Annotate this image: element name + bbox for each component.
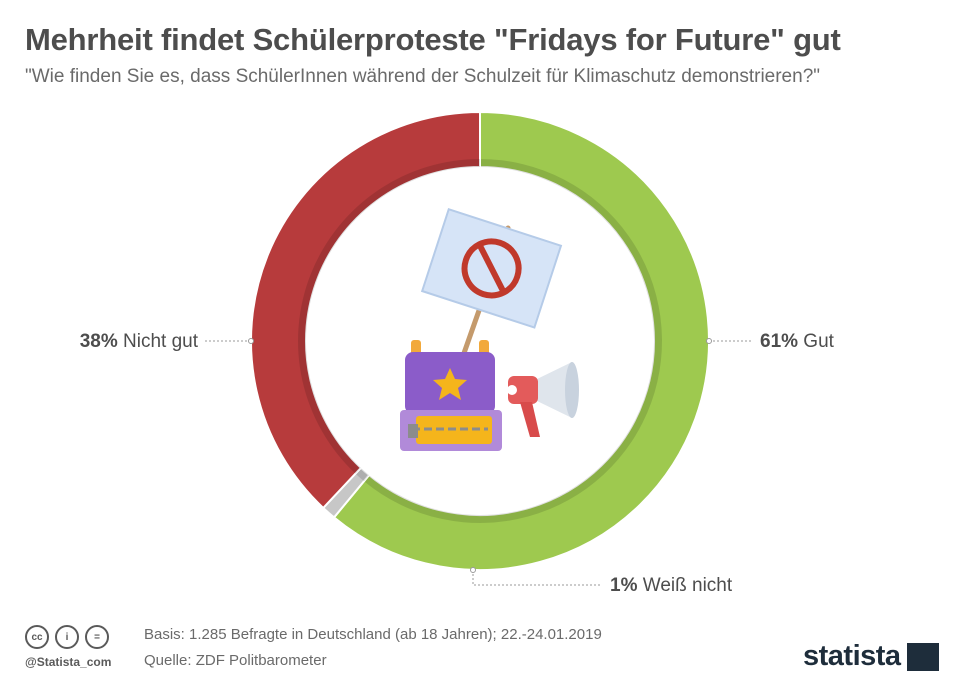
statista-handle[interactable]: @Statista_com <box>25 655 112 669</box>
leader-line-weiß-nicht <box>472 570 602 586</box>
slice-gut <box>332 110 710 571</box>
chart-subtitle: "Wie finden Sie es, dass SchülerInnen wä… <box>25 66 821 87</box>
attribution-icon: i <box>55 625 79 649</box>
leader-dot-gut <box>706 338 712 344</box>
footer-basis: Basis: 1.285 Befragte in Deutschland (ab… <box>144 626 602 643</box>
cc-icon: cc <box>25 625 49 649</box>
slice-nicht-gut <box>250 110 481 510</box>
leader-dot-weiß-nicht <box>470 567 476 573</box>
footer-source: Quelle: ZDF Politbarometer <box>144 652 327 669</box>
chart-title: Mehrheit findet Schülerproteste "Fridays… <box>25 22 841 57</box>
license-icons: cc i = <box>25 625 109 649</box>
statista-logo[interactable]: statista <box>803 640 939 673</box>
data-label-weiß-nicht: 1% Weiß nicht <box>610 575 733 596</box>
data-label-gut: 61% Gut <box>760 331 835 352</box>
statista-logo-icon <box>906 642 939 671</box>
protest-illustration <box>400 208 579 451</box>
no-derivatives-icon: = <box>85 625 109 649</box>
statista-logo-text: statista <box>803 640 901 672</box>
data-label-nicht-gut: 38% Nicht gut <box>80 331 199 352</box>
leader-dot-nicht-gut <box>248 338 254 344</box>
